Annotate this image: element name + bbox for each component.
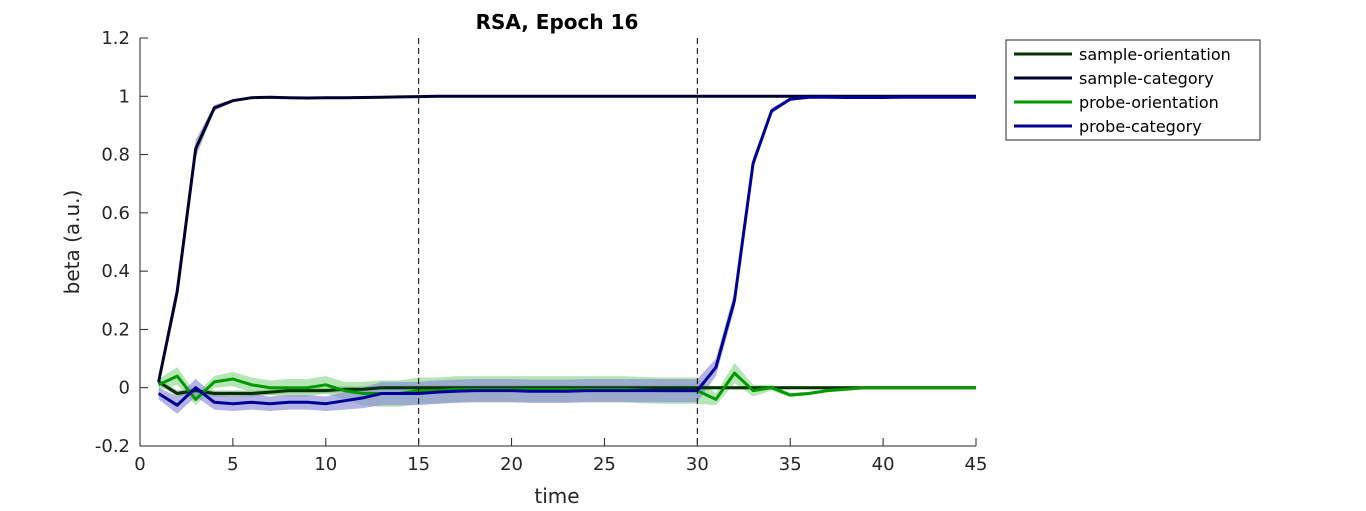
line-probe-category: [157, 95, 976, 407]
axes: 0 5 10 15 20 25 30 35 40 45-0.200.20.40.60.811.2: [95, 28, 988, 475]
x-tick-label: 25: [593, 454, 616, 475]
x-tick-label: 0: [134, 454, 145, 475]
y-tick-label: 0.2: [101, 319, 130, 340]
x-tick-label: 5: [227, 454, 238, 475]
line-probe-orientation: [157, 371, 976, 401]
y-tick-label: -0.2: [95, 436, 130, 457]
legend-label-probe-category: probe-category: [1079, 117, 1202, 136]
y-tick-label: 0: [119, 378, 130, 399]
event-markers: [418, 38, 698, 446]
series-lines: [157, 94, 976, 407]
x-tick-label: 45: [965, 454, 988, 475]
y-tick-label: 0.8: [101, 145, 130, 166]
x-tick-label: 30: [686, 454, 709, 475]
legend-box: [1005, 39, 1261, 141]
chart-title: RSA, Epoch 16: [476, 10, 639, 34]
y-tick-label: 1.2: [101, 28, 130, 49]
x-tick-label: 35: [779, 454, 802, 475]
y-tick-label: 0.6: [101, 203, 130, 224]
legend-label-probe-orientation: probe-orientation: [1079, 93, 1219, 112]
x-tick-label: 10: [314, 454, 337, 475]
y-axis-label: beta (a.u.): [60, 190, 84, 295]
x-axis-label: time: [534, 484, 579, 508]
x-tick-label: 15: [407, 454, 430, 475]
legend-label-sample-orientation: sample-orientation: [1079, 45, 1231, 64]
x-tick-label: 20: [500, 454, 523, 475]
y-tick-label: 0.4: [101, 261, 130, 282]
legend: sample-orientation sample-category probe-o…: [1005, 39, 1261, 141]
y-tick-label: 1: [119, 86, 130, 107]
legend-label-sample-category: sample-category: [1079, 69, 1214, 88]
x-tick-label: 40: [872, 454, 895, 475]
